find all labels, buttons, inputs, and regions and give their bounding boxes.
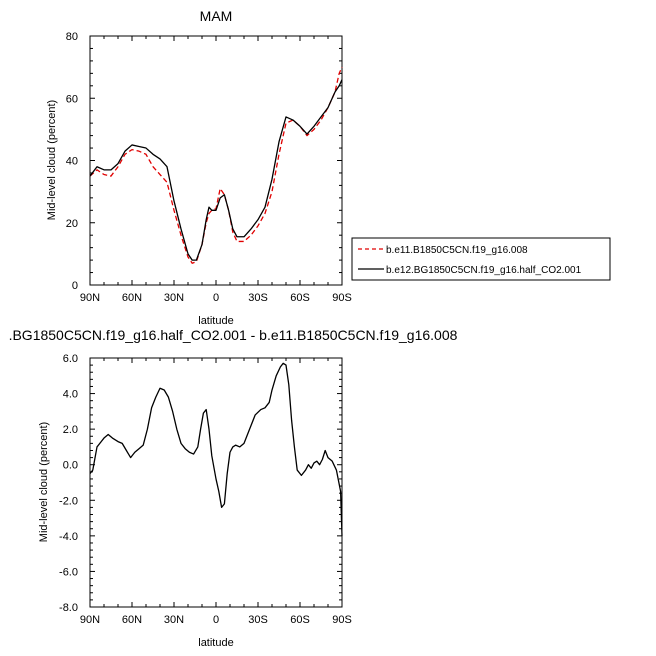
axis-ticks: 90N 60N 30N 0 30S 60S 90S -8.0 -6.0 -4.0 -2.0 0.0 2.…: [59, 353, 352, 626]
y-tick-label: 4.0: [63, 389, 78, 401]
y-axis-label: Mid-level cloud (percent): [38, 422, 50, 542]
legend: b.e11.B1850C5CN.f19_g16.008 b.e12.BG1850…: [351, 237, 611, 281]
x-tick-label: 90N: [80, 292, 100, 304]
x-axis-label: latitude: [198, 315, 233, 327]
series-line-1: [89, 362, 343, 536]
mam-line-chart: MAM 90N 60N 30N 0 30S 60S 90S 0 20 40 60 80 Mid-lev…: [46, 8, 611, 327]
y-tick-label: 40: [66, 156, 78, 168]
x-tick-label: 0: [213, 614, 219, 626]
x-tick-label: 30S: [248, 292, 268, 304]
chart-title: MAM: [200, 8, 233, 24]
y-tick-label: -4.0: [59, 531, 78, 543]
plot-frame: [89, 357, 343, 608]
x-tick-label: 0: [213, 292, 219, 304]
x-tick-label: 60S: [290, 614, 310, 626]
y-tick-label: 60: [66, 93, 78, 105]
y-tick-label: 2.0: [63, 424, 78, 436]
legend-label-series-1: b.e11.B1850C5CN.f19_g16.008: [386, 245, 528, 256]
x-axis-label: latitude: [198, 637, 233, 649]
y-tick-label: -2.0: [59, 495, 78, 507]
y-tick-label: 0: [72, 280, 78, 292]
x-tick-label: 90N: [80, 614, 100, 626]
x-tick-label: 30S: [248, 614, 268, 626]
series-lines: [89, 362, 343, 536]
chart-title: .BG1850C5CN.f19_g16.half_CO2.001 - b.e11…: [9, 327, 458, 343]
x-tick-label: 60N: [122, 614, 142, 626]
y-tick-label: 6.0: [63, 353, 78, 365]
y-tick-label: 80: [66, 31, 78, 43]
axis-ticks: 90N 60N 30N 0 30S 60S 90S 0 20 40 60 80: [66, 31, 352, 304]
legend-label-series-2: b.e12.BG1850C5CN.f19_g16.half_CO2.001: [386, 265, 582, 276]
x-tick-label: 30N: [164, 614, 184, 626]
x-tick-label: 90S: [332, 614, 352, 626]
x-tick-label: 30N: [164, 292, 184, 304]
x-tick-label: 60S: [290, 292, 310, 304]
x-tick-label: 90S: [332, 292, 352, 304]
series-lines: [89, 66, 343, 264]
y-tick-label: 20: [66, 218, 78, 230]
difference-line-chart: .BG1850C5CN.f19_g16.half_CO2.001 - b.e11…: [9, 327, 458, 649]
series-line-2: [89, 79, 343, 261]
y-tick-label: -6.0: [59, 566, 78, 578]
x-tick-label: 60N: [122, 292, 142, 304]
legend-box: [351, 237, 611, 281]
series-line-1: [89, 66, 343, 264]
y-tick-label: -8.0: [59, 602, 78, 614]
y-axis-label: Mid-level cloud (percent): [46, 100, 58, 220]
plot-frame: [89, 35, 343, 286]
y-tick-label: 0.0: [63, 460, 78, 472]
